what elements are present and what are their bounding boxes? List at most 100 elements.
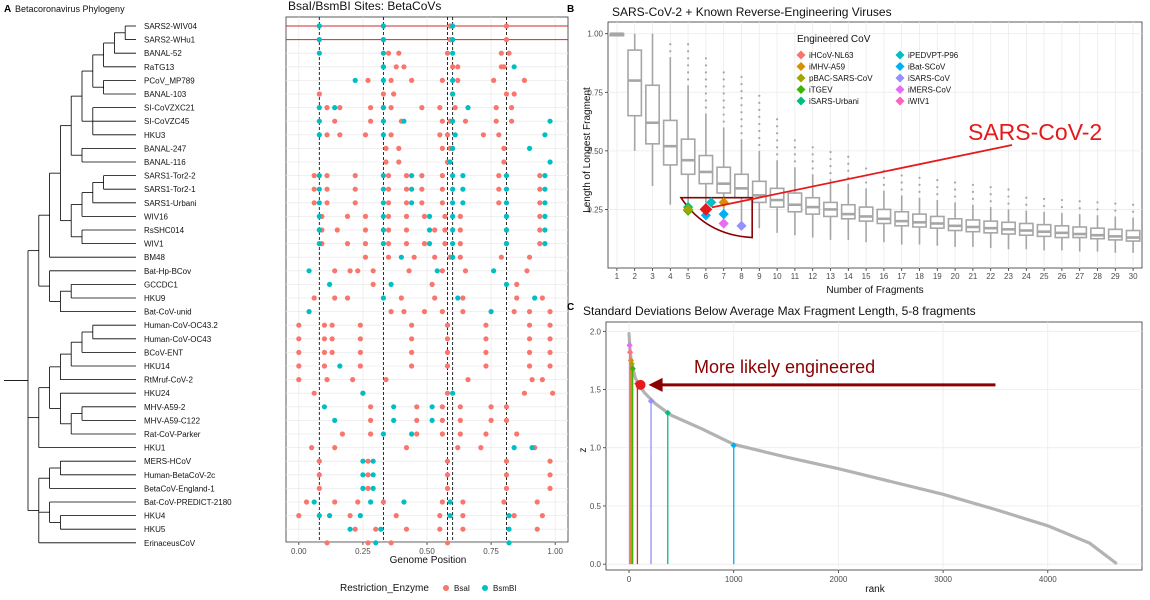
sites-point-bsmbi <box>401 118 407 124</box>
box-outlier <box>1096 201 1099 204</box>
sites-point-bsai <box>501 499 507 505</box>
sites-point-bsmbi <box>511 64 517 70</box>
sites-point-bsmbi <box>360 458 366 464</box>
sites-point-bsmbi <box>388 281 394 287</box>
sites-point-bsai <box>385 227 392 233</box>
box-item <box>645 33 660 186</box>
sites-point-bsai <box>409 363 415 369</box>
sites-point-bsmbi <box>547 159 553 165</box>
sites-point-bsmbi <box>465 105 471 111</box>
box-item <box>716 71 732 224</box>
sites-point-bsai <box>503 485 510 491</box>
sites-point-bsai <box>403 186 410 192</box>
sites-point-bsai <box>444 349 451 355</box>
sites-point-bsmbi <box>447 159 453 165</box>
sites-point-bsai <box>498 254 504 260</box>
box-outlier <box>1132 210 1135 213</box>
box-tick-label-y: 0.75 <box>587 88 603 97</box>
sites-point-bsai <box>537 186 543 192</box>
sites-point-bsai <box>303 499 310 505</box>
box-outlier <box>1114 202 1117 205</box>
box-outlier <box>1096 208 1099 211</box>
box-legend-label: iPEDVPT-P96 <box>908 51 959 60</box>
sites-point-bsmbi <box>380 105 387 111</box>
tree-tip-label: HKU24 <box>144 389 170 398</box>
sites-point-bsai <box>388 132 394 138</box>
sites-point-bsmbi <box>409 431 415 437</box>
z-arrow-head <box>648 377 663 392</box>
box-tick-label-x: 15 <box>862 272 871 281</box>
sites-point-bsai <box>457 254 463 260</box>
box-outlier <box>793 160 797 163</box>
box-outlier <box>954 188 957 191</box>
box-outlier <box>740 132 743 135</box>
sites-point-bsai <box>370 281 376 287</box>
box-outlier <box>918 176 921 179</box>
box-rect <box>912 213 927 228</box>
sites-point-bsai <box>352 173 358 179</box>
sites-point-bsmbi <box>455 295 461 301</box>
sites-point-bsai <box>439 417 445 423</box>
sites-point-bsmbi <box>450 145 456 151</box>
sites-point-bsmbi <box>409 186 415 192</box>
sites-point-bsmbi <box>503 186 510 192</box>
sites-point-bsmbi <box>542 173 548 179</box>
sites-point-bsai <box>444 50 451 56</box>
box-outlier <box>687 50 690 53</box>
box-tick-label-x: 7 <box>721 272 726 281</box>
sites-point-bsai <box>396 50 402 56</box>
box-outlier <box>758 101 761 104</box>
sites-point-bsmbi <box>380 200 387 206</box>
box-item <box>609 32 625 37</box>
box-tick-label-x: 13 <box>826 272 835 281</box>
tree-tip-label: Human-CoV-OC43.2 <box>144 321 218 330</box>
sites-point-bsai <box>391 91 397 97</box>
tree-tip-label: MERS-HCoV <box>144 457 192 466</box>
engineered-annotation: More likely engineered <box>694 357 875 377</box>
sites-point-bsai <box>403 200 410 206</box>
sites-point-bsmbi <box>316 241 322 247</box>
sites-point-bsai <box>421 213 428 219</box>
sites-point-bsai <box>385 173 392 179</box>
sites-point-bsai <box>439 77 445 83</box>
sites-point-bsai <box>357 349 363 355</box>
tree-tip-label: Bat-CoV-unid <box>144 308 192 317</box>
panel-label-a: A <box>4 4 11 15</box>
sites-point-bsmbi <box>450 173 456 179</box>
box-outlier <box>829 157 832 161</box>
box-item <box>947 181 963 247</box>
box-plot-frame <box>607 21 1143 269</box>
sites-point-bsai <box>365 77 371 83</box>
sites-point-bsai <box>321 322 328 328</box>
sites-point-bsai <box>524 268 530 274</box>
sites-point-bsmbi <box>316 50 322 56</box>
sites-point-bsai <box>488 404 494 410</box>
box-outlier <box>900 181 903 184</box>
sites-point-bsai <box>496 186 502 192</box>
sites-point-bsai <box>537 173 543 179</box>
sites-point-bsmbi <box>360 485 366 491</box>
box-outlier <box>758 108 761 111</box>
sites-point-bsmbi <box>503 241 510 247</box>
sites-point-bsai <box>414 404 420 410</box>
box-outlier <box>669 43 672 46</box>
box-outlier <box>1078 200 1081 203</box>
sites-point-bsai <box>501 159 507 165</box>
sites-point-bsai <box>444 390 451 396</box>
sites-point-bsai <box>455 64 461 70</box>
box-legend-title: Engineered CoV <box>797 34 871 45</box>
sites-point-bsai <box>368 431 374 437</box>
sites-point-bsmbi <box>380 64 387 70</box>
sites-point-bsmbi <box>491 268 497 274</box>
box-outlier <box>989 186 992 189</box>
box-outlier <box>704 57 708 60</box>
box-outlier <box>1043 197 1046 200</box>
box-outlier <box>687 43 690 46</box>
sites-point-bsai <box>534 526 540 532</box>
sites-point-bsai <box>444 363 451 369</box>
sites-point-bsmbi <box>401 499 407 505</box>
box-outlier <box>704 92 708 95</box>
sites-point-bsmbi <box>460 186 466 192</box>
sites-point-bsai <box>296 322 302 328</box>
sites-point-bsai <box>329 336 335 342</box>
